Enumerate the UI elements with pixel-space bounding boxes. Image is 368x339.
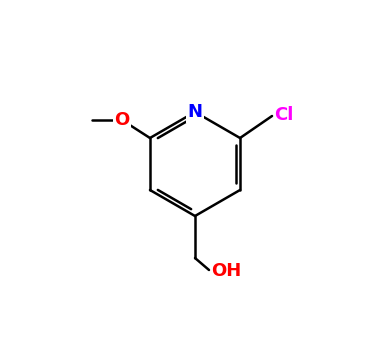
Text: Cl: Cl (274, 106, 293, 124)
Text: OH: OH (211, 262, 241, 280)
Text: N: N (188, 103, 202, 121)
Text: O: O (114, 111, 130, 129)
